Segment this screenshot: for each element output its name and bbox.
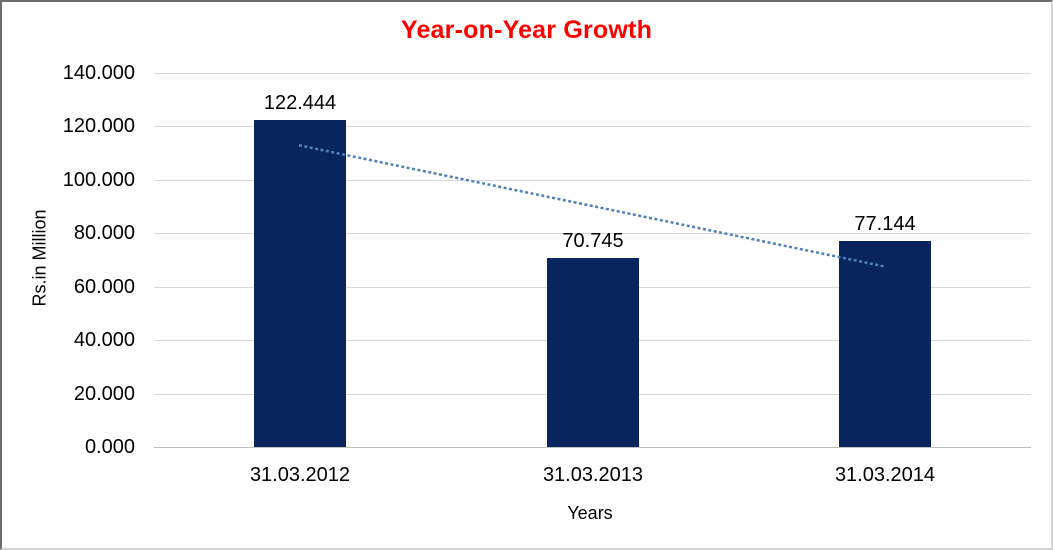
y-tick-label: 140.000 bbox=[62, 62, 135, 84]
x-tick-label: 31.03.2013 bbox=[542, 464, 644, 486]
gridline bbox=[154, 126, 1031, 127]
chart-title: Year-on-Year Growth bbox=[400, 16, 653, 44]
bar-31.03.2012 bbox=[254, 120, 346, 447]
data-label: 122.444 bbox=[263, 92, 337, 114]
bar-31.03.2013 bbox=[547, 258, 639, 447]
y-tick-label: 100.000 bbox=[62, 169, 135, 191]
x-tick-label: 31.03.2014 bbox=[834, 464, 936, 486]
y-tick-label: 80.000 bbox=[73, 222, 135, 244]
data-label: 77.144 bbox=[854, 213, 916, 235]
y-tick-label: 40.000 bbox=[73, 329, 135, 351]
x-tick-label: 31.03.2012 bbox=[249, 464, 351, 486]
y-tick-label: 20.000 bbox=[73, 383, 135, 405]
y-tick-label: 60.000 bbox=[73, 276, 135, 298]
bar-31.03.2014 bbox=[839, 241, 931, 447]
data-label: 70.745 bbox=[562, 230, 624, 252]
y-tick-label: 120.000 bbox=[62, 115, 135, 137]
x-axis-title: Years bbox=[567, 503, 613, 523]
x-axis-line bbox=[154, 447, 1031, 448]
gridline bbox=[154, 73, 1031, 74]
y-tick-label: 0.000 bbox=[84, 436, 135, 458]
